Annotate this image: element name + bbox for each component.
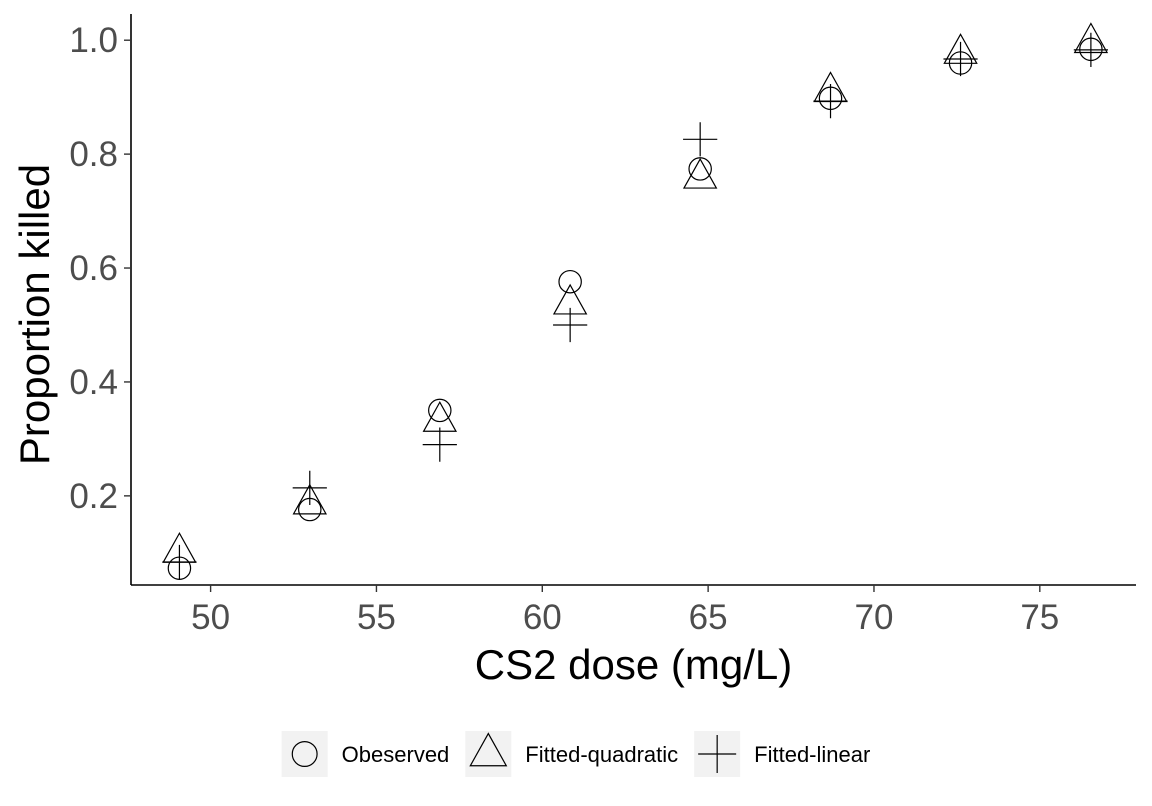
- point-fitted-linear: [683, 122, 718, 157]
- x-tick-label: 70: [855, 598, 894, 637]
- x-tick-label: 65: [689, 598, 728, 637]
- point-obeserved: [558, 269, 582, 294]
- point-fitted-linear: [553, 307, 588, 343]
- legend-label-fitted-linear: Fitted-linear: [754, 742, 870, 767]
- y-tick-label: 0.2: [69, 477, 118, 516]
- legend-marker-obeserved: [291, 740, 318, 767]
- legend-label-fitted-quadratic: Fitted-quadratic: [525, 742, 678, 767]
- x-tick-label: 60: [523, 598, 562, 637]
- x-axis-title: CS2 dose (mg/L): [475, 641, 792, 688]
- y-tick-label: 0.8: [69, 135, 118, 174]
- y-axis-ticks: 0.2 0.4 0.6 0.8 1.0: [69, 21, 131, 516]
- legend-marker-fitted-linear: [698, 735, 737, 773]
- legend-key-fitted-quadratic: [465, 731, 512, 777]
- point-fitted-linear: [162, 544, 197, 580]
- y-tick-label: 0.6: [69, 249, 118, 288]
- y-axis-title: Proportion killed: [11, 164, 58, 465]
- point-fitted-linear: [292, 470, 327, 505]
- legend: Obeserved Fitted-quadratic Fitted-linear: [281, 731, 870, 777]
- y-tick-label: 0.4: [69, 363, 118, 402]
- point-fitted-quadratic: [422, 401, 458, 432]
- legend-marker-fitted-quadratic: [469, 732, 508, 767]
- point-fitted-linear: [943, 41, 978, 77]
- point-fitted-linear: [1073, 32, 1108, 67]
- point-fitted-quadratic: [682, 157, 718, 189]
- point-fitted-linear: [422, 427, 457, 462]
- x-tick-label: 75: [1020, 598, 1059, 637]
- x-axis-ticks: 50 55 60 65 70 75: [191, 585, 1059, 637]
- point-fitted-linear: [813, 84, 848, 119]
- point-fitted-quadratic: [292, 483, 327, 515]
- x-tick-label: 55: [357, 598, 396, 637]
- y-tick-label: 1.0: [69, 21, 118, 60]
- point-obeserved: [688, 157, 712, 181]
- data-markers: [162, 22, 1109, 580]
- point-obeserved: [428, 398, 452, 423]
- legend-label-obeserved: Obeserved: [342, 742, 450, 767]
- legend-key-obeserved: [281, 731, 328, 777]
- axes: [130, 14, 1136, 586]
- x-tick-label: 50: [191, 598, 230, 637]
